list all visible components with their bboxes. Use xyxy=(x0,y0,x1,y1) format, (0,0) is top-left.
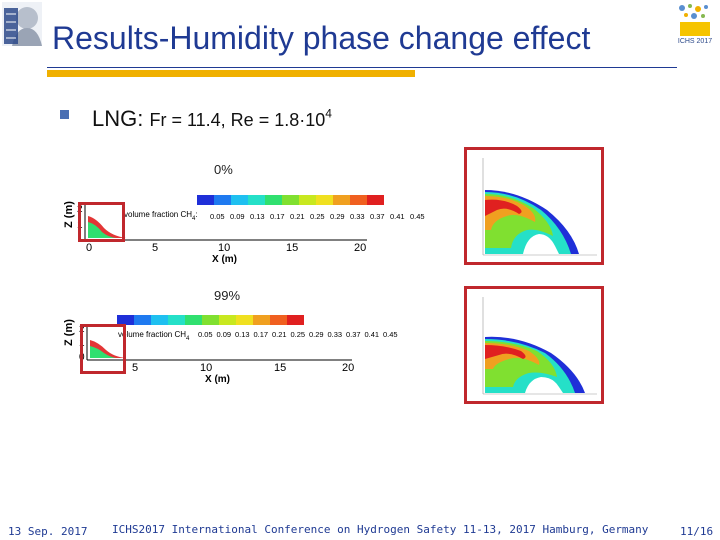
colorbar-swatch xyxy=(350,195,367,205)
contour-plot-99: Z (m) 2 1 0 5 10 15 20 X (m) volume frac… xyxy=(52,308,432,388)
colorbar-value: 0.33 xyxy=(328,330,343,339)
x-tick-0-3: 15 xyxy=(286,242,298,254)
colorbar-value: 0.21 xyxy=(272,330,287,339)
x-tick-0-2: 10 xyxy=(218,242,230,254)
colorbar-value: 0.25 xyxy=(291,330,306,339)
colorbar-value: 0.37 xyxy=(370,212,385,221)
legend-label-99: volume fraction CH4 xyxy=(118,330,190,342)
colorbar-swatch xyxy=(316,195,333,205)
colorbar-swatch xyxy=(248,195,265,205)
footer-conference: ICHS2017 International Conference on Hyd… xyxy=(112,523,649,536)
case-heading: LNG: Fr = 11.4, Re = 1.8·104 xyxy=(92,106,332,132)
colorbar-value: 0.17 xyxy=(270,212,285,221)
colorbar-swatch xyxy=(299,195,316,205)
slide-title: Results-Humidity phase change effect xyxy=(52,20,591,56)
ylabel-99: Z (m) xyxy=(63,319,75,346)
colorbar-swatch xyxy=(265,195,282,205)
colorbar-swatch xyxy=(219,315,236,325)
colorbar-99 xyxy=(117,315,304,325)
colorbar-swatch xyxy=(282,195,299,205)
bullet-marker xyxy=(60,110,69,119)
title-underline xyxy=(47,67,677,68)
footer-date: 13 Sep. 2017 xyxy=(8,525,88,538)
colorbar-swatch xyxy=(117,315,134,325)
colorbar-swatch xyxy=(236,315,253,325)
x-tick-0-4: 20 xyxy=(354,242,366,254)
colorbar-value: 0.13 xyxy=(235,330,250,339)
colorbar-value: 0.45 xyxy=(383,330,398,339)
university-logo xyxy=(2,2,42,46)
colorbar-swatch xyxy=(134,315,151,325)
heading-label: LNG: xyxy=(92,106,144,131)
x-tick-99-2: 10 xyxy=(200,362,212,374)
colorbar-value: 0.05 xyxy=(198,330,213,339)
colorbar-swatch xyxy=(185,315,202,325)
colorbar-value: 0.17 xyxy=(254,330,269,339)
plume-core-99 xyxy=(90,346,116,358)
colorbar-value: 0.09 xyxy=(230,212,245,221)
colorbar-swatch xyxy=(197,195,214,205)
colorbar-0 xyxy=(197,195,384,205)
colorbar-value: 0.13 xyxy=(250,212,265,221)
colorbar-value: 0.29 xyxy=(309,330,324,339)
case-label-0: 0% xyxy=(214,162,233,177)
colorbar-values-99: 0.05 0.09 0.13 0.17 0.21 0.25 0.29 0.33 0.37 0.41… xyxy=(198,330,398,339)
conference-logo-text: ICHS 2017 xyxy=(678,38,712,45)
zoom-inset-0 xyxy=(464,147,604,265)
x-tick-99-1: 5 xyxy=(132,362,138,374)
colorbar-swatch xyxy=(287,315,304,325)
highlight-box-0 xyxy=(78,202,125,242)
colorbar-value: 0.41 xyxy=(390,212,405,221)
colorbar-value: 0.05 xyxy=(210,212,225,221)
page-number: 11/16 xyxy=(680,525,714,538)
highlight-box-99 xyxy=(80,324,126,374)
colorbar-value: 0.33 xyxy=(350,212,365,221)
colorbar-value: 0.09 xyxy=(217,330,232,339)
colorbar-swatch xyxy=(333,195,350,205)
ylabel-0: Z (m) xyxy=(63,201,75,228)
xlabel-0: X (m) xyxy=(212,254,237,265)
x-tick-99-4: 20 xyxy=(342,362,354,374)
heading-exponent: 4 xyxy=(325,106,332,121)
xlabel-99: X (m) xyxy=(205,374,230,385)
colorbar-swatch xyxy=(231,195,248,205)
zoom-inset-99 xyxy=(464,286,604,404)
contour-plot-0: Z (m) 2 1 0 5 10 15 20 X (m) volume frac… xyxy=(52,188,432,268)
legend-label-0: volume fraction CH4: xyxy=(124,210,198,222)
colorbar-swatch xyxy=(151,315,168,325)
colorbar-swatch xyxy=(168,315,185,325)
conference-logo: ICHS 2017 xyxy=(672,2,718,46)
colorbar-value: 0.45 xyxy=(410,212,425,221)
heading-params: Fr = 11.4, Re = 1.8·10 xyxy=(149,110,326,130)
x-tick-0-0: 0 xyxy=(86,242,92,254)
colorbar-swatch xyxy=(214,195,231,205)
plume-core-0 xyxy=(88,222,116,238)
title-accent-bar xyxy=(47,70,415,77)
x-tick-99-3: 15 xyxy=(274,362,286,374)
colorbar-swatch xyxy=(202,315,219,325)
colorbar-swatch xyxy=(367,195,384,205)
colorbar-value: 0.41 xyxy=(365,330,380,339)
colorbar-values-0: 0.05 0.09 0.13 0.17 0.21 0.25 0.29 0.33 0.37 0.41… xyxy=(210,212,425,221)
colorbar-swatch xyxy=(270,315,287,325)
x-tick-0-1: 5 xyxy=(152,242,158,254)
colorbar-value: 0.37 xyxy=(346,330,361,339)
colorbar-value: 0.25 xyxy=(310,212,325,221)
case-label-99: 99% xyxy=(214,288,241,303)
colorbar-swatch xyxy=(253,315,270,325)
colorbar-value: 0.21 xyxy=(290,212,305,221)
colorbar-value: 0.29 xyxy=(330,212,345,221)
